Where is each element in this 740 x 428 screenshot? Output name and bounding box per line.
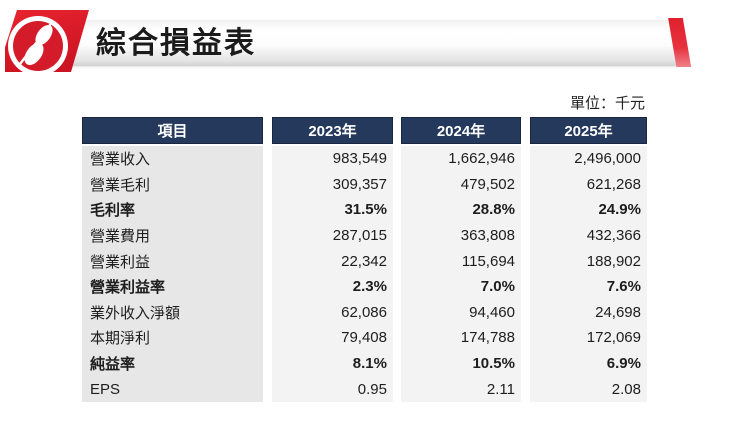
row-label: 營業毛利 bbox=[82, 171, 263, 198]
value-2023: 0.95 bbox=[272, 376, 393, 402]
page-title: 綜合損益表 bbox=[96, 27, 256, 60]
value-2023: 22,342 bbox=[272, 248, 393, 274]
value-2024: 28.8% bbox=[401, 197, 521, 223]
value-2025: 188,902 bbox=[530, 248, 647, 274]
row-label: 毛利率 bbox=[82, 197, 263, 223]
row-label: 純益率 bbox=[82, 350, 263, 377]
value-2025: 621,268 bbox=[530, 171, 647, 198]
value-2023: 31.5% bbox=[272, 197, 393, 223]
value-2025: 2.08 bbox=[530, 376, 647, 402]
value-2025: 432,366 bbox=[530, 222, 647, 249]
row-label: 營業利益率 bbox=[82, 273, 263, 300]
value-2025: 2,496,000 bbox=[530, 146, 647, 172]
column-header-2023: 2023年 bbox=[272, 117, 393, 144]
column-header-2024: 2024年 bbox=[401, 117, 521, 144]
value-2024: 174,788 bbox=[401, 325, 521, 351]
unit-label: 單位：千元 bbox=[569, 95, 645, 112]
row-label: 業外收入淨額 bbox=[82, 299, 263, 326]
value-2024: 7.0% bbox=[401, 273, 521, 300]
value-2024: 479,502 bbox=[401, 171, 521, 198]
value-2024: 1,662,946 bbox=[401, 146, 521, 172]
value-2025: 24,698 bbox=[530, 299, 647, 326]
value-2024: 363,808 bbox=[401, 222, 521, 249]
value-2023: 2.3% bbox=[272, 273, 393, 300]
row-label: 營業費用 bbox=[82, 222, 263, 249]
table-row: 營業毛利 309,357 479,502 621,268 bbox=[82, 171, 647, 198]
value-2023: 309,357 bbox=[272, 171, 393, 198]
row-label: EPS bbox=[82, 376, 263, 402]
table-row-ratio: 營業利益率 2.3% 7.0% 7.6% bbox=[82, 273, 647, 300]
value-2023: 79,408 bbox=[272, 325, 393, 351]
table-row: EPS 0.95 2.11 2.08 bbox=[82, 376, 647, 402]
value-2024: 2.11 bbox=[401, 376, 521, 402]
company-logo-icon bbox=[0, 8, 95, 76]
row-label: 營業利益 bbox=[82, 248, 263, 274]
value-2024: 10.5% bbox=[401, 350, 521, 377]
value-2023: 287,015 bbox=[272, 222, 393, 249]
value-2025: 172,069 bbox=[530, 325, 647, 351]
row-label: 營業收入 bbox=[82, 146, 263, 172]
value-2023: 8.1% bbox=[272, 350, 393, 377]
value-2024: 115,694 bbox=[401, 248, 521, 274]
value-2025: 7.6% bbox=[530, 273, 647, 300]
value-2024: 94,460 bbox=[401, 299, 521, 326]
table-row-ratio: 純益率 8.1% 10.5% 6.9% bbox=[82, 350, 647, 377]
table-row: 營業利益 22,342 115,694 188,902 bbox=[82, 248, 647, 274]
table-body: 營業收入 983,549 1,662,946 2,496,000 營業毛利 30… bbox=[82, 146, 647, 402]
table-row: 本期淨利 79,408 174,788 172,069 bbox=[82, 325, 647, 351]
table-row: 營業費用 287,015 363,808 432,366 bbox=[82, 222, 647, 249]
value-2023: 983,549 bbox=[272, 146, 393, 172]
table-row: 營業收入 983,549 1,662,946 2,496,000 bbox=[82, 146, 647, 172]
value-2023: 62,086 bbox=[272, 299, 393, 326]
column-header-2025: 2025年 bbox=[530, 117, 647, 144]
value-2025: 24.9% bbox=[530, 197, 647, 223]
table-header-row: 項目 2023年 2024年 2025年 bbox=[82, 117, 647, 144]
row-label: 本期淨利 bbox=[82, 325, 263, 351]
value-2025: 6.9% bbox=[530, 350, 647, 377]
title-band bbox=[58, 20, 682, 66]
column-header-item: 項目 bbox=[82, 117, 263, 144]
table-row: 業外收入淨額 62,086 94,460 24,698 bbox=[82, 299, 647, 326]
table-row-ratio: 毛利率 31.5% 28.8% 24.9% bbox=[82, 197, 647, 223]
